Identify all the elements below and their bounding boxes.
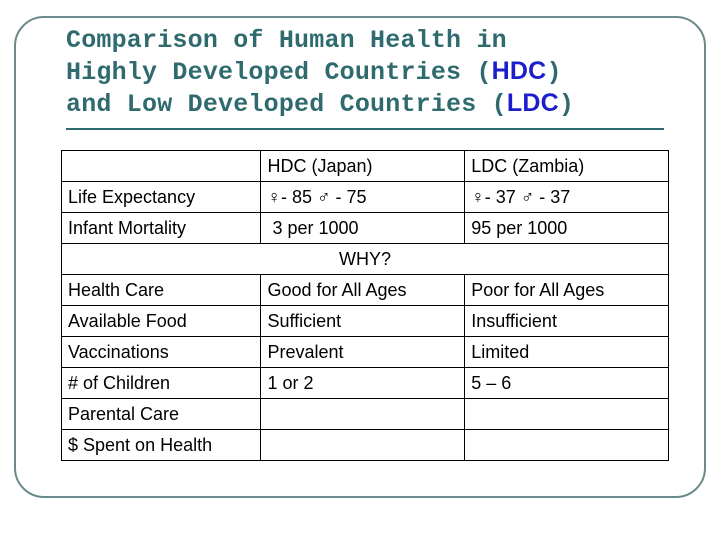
row-ldc-value: Limited (464, 336, 669, 368)
why-label: WHY? (61, 243, 669, 275)
row-label: Available Food (60, 305, 262, 337)
table-row: $ Spent on Health (60, 429, 669, 461)
table-header-row: HDC (Japan) LDC (Zambia) (60, 150, 669, 182)
row-label: Health Care (60, 274, 262, 306)
row-ldc-value (464, 429, 669, 461)
table-row: Life Expectancy ♀- 85 ♂ - 75 ♀- 37 ♂ - 3… (60, 181, 669, 213)
table-row: Infant Mortality 3 per 1000 95 per 1000 (60, 212, 669, 244)
table-row: Parental Care (60, 398, 669, 430)
header-cell-hdc: HDC (Japan) (260, 150, 466, 182)
acronym-ldc: LDC (506, 89, 559, 117)
row-hdc-value: Sufficient (260, 305, 466, 337)
row-hdc-value: Good for All Ages (260, 274, 466, 306)
row-hdc-value: 1 or 2 (260, 367, 466, 399)
acronym-hdc: HDC (491, 57, 547, 85)
row-label: Vaccinations (60, 336, 262, 368)
row-ldc-value: 5 – 6 (464, 367, 669, 399)
comparison-table: HDC (Japan) LDC (Zambia) Life Expectancy… (60, 150, 669, 461)
row-hdc-value (260, 429, 466, 461)
row-label: # of Children (60, 367, 262, 399)
row-ldc-value: ♀- 37 ♂ - 37 (464, 181, 669, 213)
row-ldc-value: Poor for All Ages (464, 274, 669, 306)
row-label: Parental Care (60, 398, 262, 430)
row-label: Life Expectancy (60, 181, 262, 213)
why-row: WHY? (61, 243, 669, 275)
title-line-2: Highly Developed Countries (HDC) (66, 57, 562, 87)
row-hdc-value (260, 398, 466, 430)
title-underline (66, 128, 664, 130)
header-cell-empty (60, 150, 262, 182)
table-row: Vaccinations Prevalent Limited (60, 336, 669, 368)
row-label: $ Spent on Health (60, 429, 262, 461)
slide-title: Comparison of Human Health in Highly Dev… (66, 26, 574, 120)
table-row: # of Children 1 or 2 5 – 6 (60, 367, 669, 399)
header-cell-ldc: LDC (Zambia) (464, 150, 669, 182)
slide-frame (14, 16, 706, 498)
row-label: Infant Mortality (60, 212, 262, 244)
row-ldc-value: 95 per 1000 (464, 212, 669, 244)
table-row: Available Food Sufficient Insufficient (60, 305, 669, 337)
table-row: Health Care Good for All Ages Poor for A… (60, 274, 669, 306)
title-line-3: and Low Developed Countries (LDC) (66, 89, 575, 119)
row-hdc-value: 3 per 1000 (260, 212, 466, 244)
row-ldc-value: Insufficient (464, 305, 669, 337)
row-ldc-value (464, 398, 669, 430)
row-hdc-value: ♀- 85 ♂ - 75 (260, 181, 466, 213)
row-hdc-value: Prevalent (260, 336, 466, 368)
title-line-1: Comparison of Human Health in (66, 26, 507, 55)
